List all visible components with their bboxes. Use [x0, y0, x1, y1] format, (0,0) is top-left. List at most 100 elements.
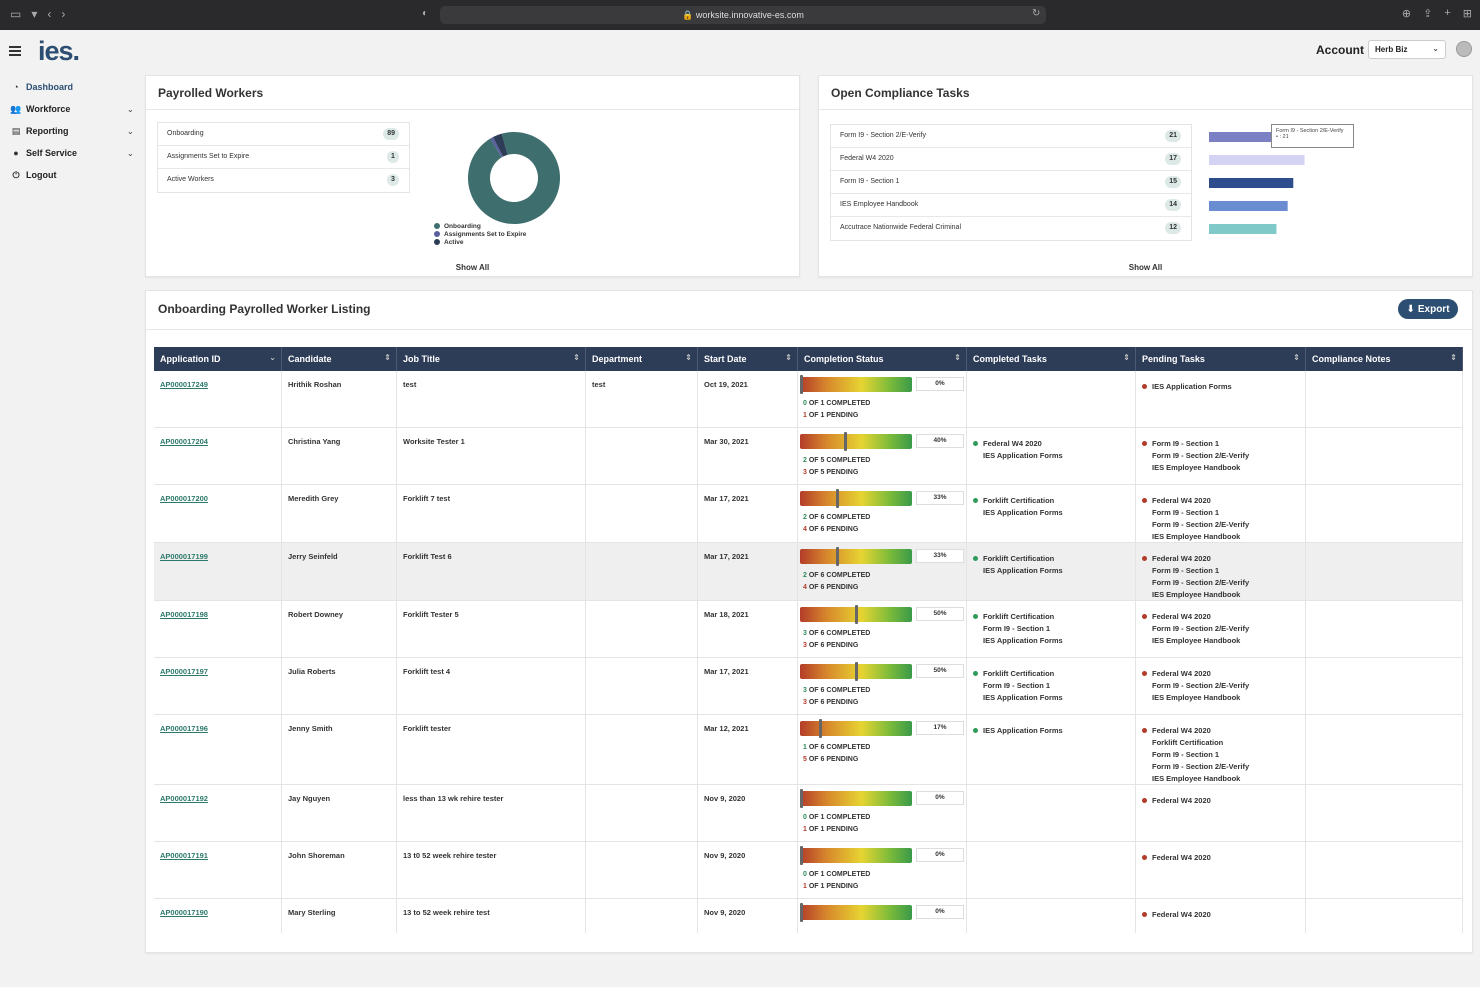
table-row[interactable]: AP000017200 Meredith Grey Forklift 7 test M…: [154, 485, 1463, 543]
count-badge: 3: [387, 174, 399, 186]
sidebar-item-self-service[interactable]: ● Self Service ⌄: [0, 142, 140, 164]
table-row[interactable]: AP000017196 Jenny Smith Forklift tester Mar…: [154, 715, 1463, 785]
forward-icon[interactable]: ›: [61, 7, 66, 21]
chevron-down-icon: ⌄: [127, 104, 134, 114]
task-label: Form I9 - Section 1: [1152, 438, 1220, 448]
application-id-link[interactable]: AP000017200: [154, 485, 282, 542]
sidebar-toggle-icon[interactable]: ▭: [10, 7, 22, 21]
column-header[interactable]: Candidate ⇕: [282, 347, 397, 371]
bar[interactable]: [1209, 201, 1288, 211]
divider: [819, 109, 1472, 110]
total-number: 6: [820, 584, 825, 591]
donut-slice[interactable]: [468, 132, 560, 224]
sidebar-item-workforce[interactable]: 👥 Workforce ⌄: [0, 98, 140, 120]
total-number: 6: [820, 642, 825, 649]
application-id-link[interactable]: AP000017199: [154, 543, 282, 600]
card-title: Payrolled Workers: [158, 86, 264, 100]
column-header[interactable]: Pending Tasks ⇕: [1136, 347, 1306, 371]
reload-icon[interactable]: ↻: [1032, 8, 1041, 19]
list-item[interactable]: Form I9 - Section 2/E-Verify 21: [831, 125, 1191, 148]
share-icon[interactable]: ⇪: [1423, 8, 1433, 20]
tab-overview-icon[interactable]: ⊞: [1462, 8, 1472, 20]
completed-count: 0 OF 1 COMPLETED: [803, 814, 871, 821]
list-item[interactable]: Form I9 - Section 1 15: [831, 171, 1191, 194]
column-header[interactable]: Completed Tasks ⇕: [967, 347, 1136, 371]
column-header[interactable]: Job Title ⇕: [397, 347, 586, 371]
pending-task: Form I9 - Section 2/E-Verify: [1142, 622, 1305, 634]
show-all-link[interactable]: Show All: [1128, 263, 1163, 272]
avatar[interactable]: [1456, 41, 1472, 57]
application-id-link[interactable]: AP000017196: [154, 715, 282, 784]
download-icon[interactable]: ⊕: [1401, 8, 1412, 20]
bar[interactable]: [1209, 132, 1327, 142]
table-cell: [967, 899, 1136, 933]
application-id-link[interactable]: AP000017190: [154, 899, 282, 933]
task-label: Form I9 - Section 1: [1152, 507, 1220, 517]
list-item[interactable]: Assignments Set to Expire 1: [158, 146, 409, 169]
task-label: IES Employee Handbook: [1152, 692, 1241, 702]
list-item[interactable]: IES Employee Handbook 14: [831, 194, 1191, 217]
application-id-link[interactable]: AP000017191: [154, 842, 282, 898]
account-select[interactable]: Herb Biz ⌄: [1368, 40, 1446, 59]
completion-percent: 33%: [916, 491, 964, 505]
compliance-list: Form I9 - Section 2/E-Verify 21 Federal …: [830, 124, 1192, 241]
list-item-label: Form I9 - Section 1: [840, 178, 900, 185]
chart-tooltip: Form I9 - Section 2/E-Verify • : 21: [1271, 124, 1354, 148]
table-row[interactable]: AP000017198 Robert Downey Forklift Tester …: [154, 601, 1463, 658]
pending-count: 4 OF 6 PENDING: [803, 584, 859, 591]
table-cell: Forklift Certification Form I9 - Section …: [967, 658, 1136, 714]
table-cell: Forklift Certification IES Application Fo…: [967, 543, 1136, 600]
table-cell: Forklift Certification IES Application Fo…: [967, 485, 1136, 542]
donut-slice[interactable]: [490, 137, 504, 158]
table-row[interactable]: AP000017199 Jerry Seinfeld Forklift Test 6…: [154, 543, 1463, 601]
chevron-down-icon[interactable]: ▾: [31, 7, 38, 21]
sidebar-item-logout[interactable]: ⏻ Logout: [0, 164, 140, 186]
application-id-link[interactable]: AP000017197: [154, 658, 282, 714]
table-cell: [1306, 715, 1463, 784]
column-header[interactable]: Department ⇕: [586, 347, 698, 371]
table-row[interactable]: AP000017191 John Shoreman 13 t0 52 week re…: [154, 842, 1463, 899]
legend-swatch: [434, 223, 440, 229]
column-header[interactable]: Compliance Notes ⇕: [1306, 347, 1463, 371]
candidate-name: Hrithik Roshan: [288, 380, 342, 389]
application-id-link[interactable]: AP000017198: [154, 601, 282, 657]
pending-task: IES Employee Handbook: [1142, 461, 1305, 473]
sidebar-item-reporting[interactable]: ▤ Reporting ⌄: [0, 120, 140, 142]
column-header[interactable]: Completion Status ⇕: [798, 347, 967, 371]
count-badge: 21: [1165, 130, 1181, 142]
column-header[interactable]: Start Date ⇕: [698, 347, 798, 371]
back-icon[interactable]: ‹: [47, 7, 52, 21]
bar[interactable]: [1209, 178, 1294, 188]
column-header[interactable]: Application ID ⌄: [154, 347, 282, 371]
table-cell: IES Application Forms: [1136, 371, 1306, 427]
show-all-link[interactable]: Show All: [455, 263, 490, 272]
application-id-link[interactable]: AP000017204: [154, 428, 282, 484]
task-label: Forklift Certification: [1152, 737, 1224, 747]
table-row[interactable]: AP000017192 Jay Nguyen less than 13 wk reh…: [154, 785, 1463, 842]
table-row[interactable]: AP000017190 Mary Sterling 13 to 52 week re…: [154, 899, 1463, 933]
table-cell: Forklift tester: [397, 715, 586, 784]
completed-task: IES Application Forms: [973, 506, 1135, 518]
list-item[interactable]: Federal W4 2020 17: [831, 148, 1191, 171]
menu-icon[interactable]: [9, 46, 21, 56]
new-tab-icon[interactable]: +: [1444, 7, 1451, 19]
application-id-link[interactable]: AP000017249: [154, 371, 282, 427]
table-row[interactable]: AP000017204 Christina Yang Worksite Tester…: [154, 428, 1463, 485]
list-item[interactable]: Active Workers 3: [158, 169, 409, 192]
table-row[interactable]: AP000017197 Julia Roberts Forklift test 4 M…: [154, 658, 1463, 715]
list-item[interactable]: Accutrace Nationwide Federal Criminal 12: [831, 217, 1191, 240]
export-button[interactable]: ⬇ Export: [1398, 299, 1458, 319]
sidebar-item-dashboard[interactable]: ◔ Dashboard: [0, 76, 140, 98]
bar[interactable]: [1209, 224, 1277, 234]
application-id-link[interactable]: AP000017192: [154, 785, 282, 841]
donut-slice[interactable]: [493, 133, 508, 157]
table-row[interactable]: AP000017249 Hrithik Roshan test test Oct 19,…: [154, 371, 1463, 428]
bar[interactable]: [1209, 155, 1305, 165]
sidebar-item-label: Logout: [26, 170, 57, 180]
legend-item: Active: [434, 238, 526, 246]
completion-bar: [800, 547, 912, 566]
list-item[interactable]: Onboarding 89: [158, 123, 409, 146]
address-bar[interactable]: 🔒 worksite.innovative-es.com: [440, 6, 1046, 24]
sort-icon: ⇕: [1123, 353, 1130, 362]
table-cell: [1306, 428, 1463, 484]
